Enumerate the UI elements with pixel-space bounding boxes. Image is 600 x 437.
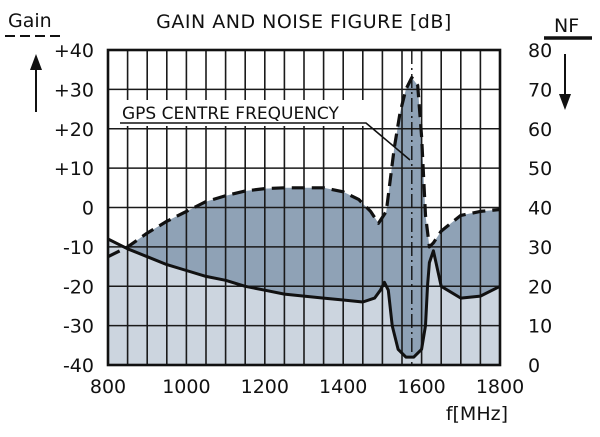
plot-frame <box>106 48 502 367</box>
right-tick-label: 20 <box>528 276 552 298</box>
right-tick-label: 40 <box>528 198 552 220</box>
left-tick-label: 0 <box>82 198 94 220</box>
x-tick-label: 1600 <box>397 376 445 398</box>
x-tick-label: 800 <box>90 376 126 398</box>
right-axis-label: NF <box>554 15 579 37</box>
right-tick-label: 0 <box>528 355 540 377</box>
left-tick-label: +20 <box>54 119 94 141</box>
gps-annotation-background <box>118 100 376 126</box>
x-tick-label: 1800 <box>476 376 524 398</box>
x-tick-label: 1000 <box>162 376 210 398</box>
left-tick-label: +40 <box>54 40 94 62</box>
left-tick-label: -30 <box>63 316 94 338</box>
left-tick-label: -40 <box>63 355 94 377</box>
left-tick-label: -20 <box>63 276 94 298</box>
left-tick-labels: +40 +30 +20 +10 0 -10 -20 -30 -40 <box>54 40 94 377</box>
left-tick-label: +10 <box>54 158 94 180</box>
right-tick-label: 80 <box>528 40 552 62</box>
x-tick-label: 1200 <box>241 376 289 398</box>
right-tick-label: 10 <box>528 316 552 338</box>
right-tick-labels: 80 70 60 50 40 30 20 10 0 <box>528 40 552 377</box>
chart-title: GAIN AND NOISE FIGURE [dB] <box>156 11 452 33</box>
x-axis-label: f[MHz] <box>446 403 508 425</box>
gain-up-arrow-icon <box>30 54 42 112</box>
x-tick-labels: 800 1000 1200 1400 1600 1800 <box>90 376 524 398</box>
left-tick-label: -10 <box>63 237 94 259</box>
gain-line <box>107 75 501 259</box>
left-tick-label: +30 <box>54 79 94 101</box>
left-axis-label: Gain <box>8 10 52 32</box>
gps-annotation-label: GPS CENTRE FREQUENCY <box>122 104 339 124</box>
right-tick-label: 50 <box>528 158 552 180</box>
right-tick-label: 30 <box>528 237 552 259</box>
nf-down-arrow-icon <box>559 54 571 110</box>
noise-figure-line <box>107 237 501 359</box>
chart-series <box>107 50 501 365</box>
right-tick-label: 70 <box>528 79 552 101</box>
gps-annotation-leader <box>120 122 411 161</box>
right-tick-label: 60 <box>528 119 552 141</box>
chart-grid <box>108 50 500 365</box>
gps-annotation: GPS CENTRE FREQUENCY <box>118 100 411 161</box>
x-tick-label: 1400 <box>319 376 367 398</box>
